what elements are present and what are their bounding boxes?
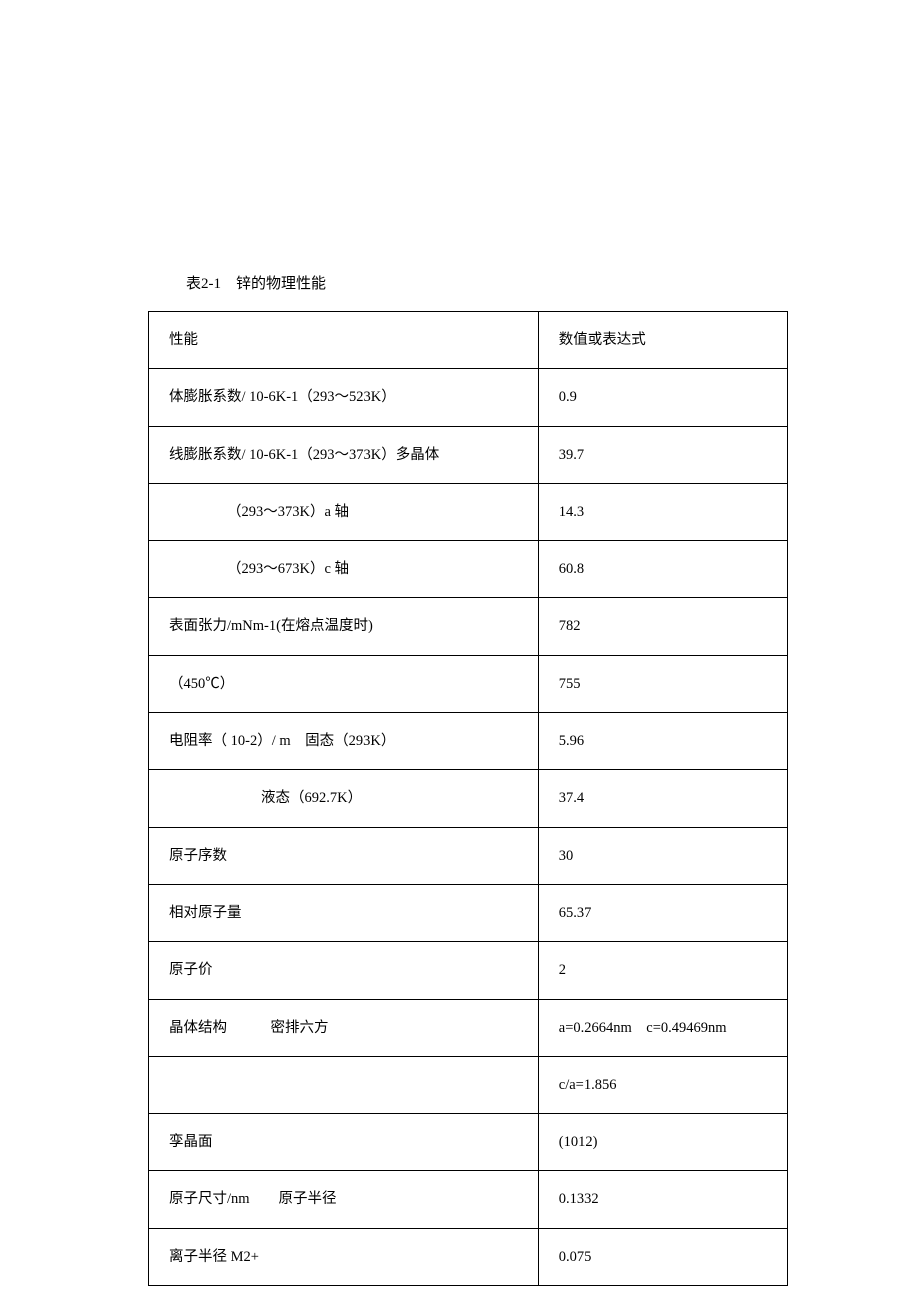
property-label-cell: 性能 <box>149 312 539 369</box>
property-value-cell: 782 <box>538 598 787 655</box>
table-row: c/a=1.856 <box>149 1056 788 1113</box>
property-label: 线膨胀系数/ 10-6K-1（293～373K）多晶体 <box>169 447 439 463</box>
property-label-cell: （450℃） <box>149 655 539 712</box>
property-value: 0.1332 <box>559 1191 599 1207</box>
property-label-cell: 电阻率（ 10-2）/ m 固态（293K） <box>149 713 539 770</box>
property-label-cell: 线膨胀系数/ 10-6K-1（293～373K）多晶体 <box>149 426 539 483</box>
table-row: 原子尺寸/nm 原子半径 0.1332 <box>149 1171 788 1228</box>
property-label: 液态（692.7K） <box>169 788 362 808</box>
property-value-cell: 30 <box>538 827 787 884</box>
property-value-cell: 0.1332 <box>538 1171 787 1228</box>
property-value-cell: 5.96 <box>538 713 787 770</box>
property-label-cell: 原子尺寸/nm 原子半径 <box>149 1171 539 1228</box>
table-row: 线膨胀系数/ 10-6K-1（293～373K）多晶体 39.7 <box>149 426 788 483</box>
property-value: 782 <box>559 618 581 634</box>
property-label: 体膨胀系数/ 10-6K-1（293～523K） <box>169 389 396 405</box>
table-caption: 表2-1 锌的物理性能 <box>148 272 788 293</box>
property-label-cell: 原子序数 <box>149 827 539 884</box>
property-value-cell: 60.8 <box>538 541 787 598</box>
property-label-cell: （293～373K）a 轴 <box>149 483 539 540</box>
property-label-cell: 晶体结构 密排六方 <box>149 999 539 1056</box>
table-row: （450℃） 755 <box>149 655 788 712</box>
content-wrapper: 表2-1 锌的物理性能 性能 数值或表达式体膨胀系数/ 10-6K-1（293～5… <box>148 272 788 1286</box>
property-label: （293～673K）c 轴 <box>169 559 349 579</box>
property-label-cell <box>149 1056 539 1113</box>
table-row: 离子半径 M2+ 0.075 <box>149 1228 788 1285</box>
property-value: c/a=1.856 <box>559 1077 617 1093</box>
table-body: 性能 数值或表达式体膨胀系数/ 10-6K-1（293～523K） 0.9 线膨胀系数… <box>149 312 788 1286</box>
property-value: 37.4 <box>559 790 584 806</box>
property-value: 2 <box>559 962 566 978</box>
property-label-cell: 相对原子量 <box>149 884 539 941</box>
property-value: (1012) <box>559 1134 598 1150</box>
property-label-cell: 表面张力/mNm-1(在熔点温度时) <box>149 598 539 655</box>
table-row: 相对原子量 65.37 <box>149 884 788 941</box>
property-value-cell: 755 <box>538 655 787 712</box>
table-row: 电阻率（ 10-2）/ m 固态（293K） 5.96 <box>149 713 788 770</box>
property-label-cell: 液态（692.7K） <box>149 770 539 827</box>
property-label: 晶体结构 密排六方 <box>169 1020 329 1036</box>
property-value-cell: 14.3 <box>538 483 787 540</box>
property-value-cell: 65.37 <box>538 884 787 941</box>
table-row: 性能 数值或表达式 <box>149 312 788 369</box>
property-label: 离子半径 M2+ <box>169 1249 259 1265</box>
property-label: （450℃） <box>169 676 234 692</box>
property-label: 性能 <box>169 332 198 348</box>
property-label-cell: 体膨胀系数/ 10-6K-1（293～523K） <box>149 369 539 426</box>
property-value: 数值或表达式 <box>559 332 646 348</box>
property-value: 0.075 <box>559 1249 592 1265</box>
property-value-cell: 39.7 <box>538 426 787 483</box>
property-value-cell: a=0.2664nm c=0.49469nm <box>538 999 787 1056</box>
table-row: 晶体结构 密排六方 a=0.2664nm c=0.49469nm <box>149 999 788 1056</box>
property-value-cell: c/a=1.856 <box>538 1056 787 1113</box>
property-value-cell: 数值或表达式 <box>538 312 787 369</box>
table-row: （293～373K）a 轴 14.3 <box>149 483 788 540</box>
property-value: 39.7 <box>559 447 584 463</box>
property-label: 表面张力/mNm-1(在熔点温度时) <box>169 618 373 634</box>
property-label: 原子序数 <box>169 848 227 864</box>
property-label-cell: 原子价 <box>149 942 539 999</box>
property-label-cell: 离子半径 M2+ <box>149 1228 539 1285</box>
property-value-cell: 37.4 <box>538 770 787 827</box>
properties-table: 性能 数值或表达式体膨胀系数/ 10-6K-1（293～523K） 0.9 线膨胀系数… <box>148 311 788 1286</box>
property-value: a=0.2664nm c=0.49469nm <box>559 1020 727 1036</box>
property-value: 755 <box>559 676 581 692</box>
property-label: 原子尺寸/nm 原子半径 <box>169 1191 337 1207</box>
table-row: 孪晶面 (1012) <box>149 1114 788 1171</box>
table-row: （293～673K）c 轴 60.8 <box>149 541 788 598</box>
property-value-cell: 2 <box>538 942 787 999</box>
property-value-cell: (1012) <box>538 1114 787 1171</box>
property-label: 电阻率（ 10-2）/ m 固态（293K） <box>169 733 395 749</box>
property-value: 30 <box>559 848 574 864</box>
property-label: 孪晶面 <box>169 1134 213 1150</box>
property-value: 0.9 <box>559 389 577 405</box>
property-value: 60.8 <box>559 561 584 577</box>
property-label: （293～373K）a 轴 <box>169 502 349 522</box>
table-row: 液态（692.7K） 37.4 <box>149 770 788 827</box>
property-value-cell: 0.075 <box>538 1228 787 1285</box>
table-row: 原子价 2 <box>149 942 788 999</box>
table-row: 体膨胀系数/ 10-6K-1（293～523K） 0.9 <box>149 369 788 426</box>
table-row: 表面张力/mNm-1(在熔点温度时) 782 <box>149 598 788 655</box>
property-value: 5.96 <box>559 733 584 749</box>
property-label-cell: （293～673K）c 轴 <box>149 541 539 598</box>
property-value-cell: 0.9 <box>538 369 787 426</box>
property-label: 原子价 <box>169 962 213 978</box>
property-value: 65.37 <box>559 905 592 921</box>
property-label-cell: 孪晶面 <box>149 1114 539 1171</box>
table-row: 原子序数 30 <box>149 827 788 884</box>
property-label: 相对原子量 <box>169 905 242 921</box>
property-value: 14.3 <box>559 504 584 520</box>
